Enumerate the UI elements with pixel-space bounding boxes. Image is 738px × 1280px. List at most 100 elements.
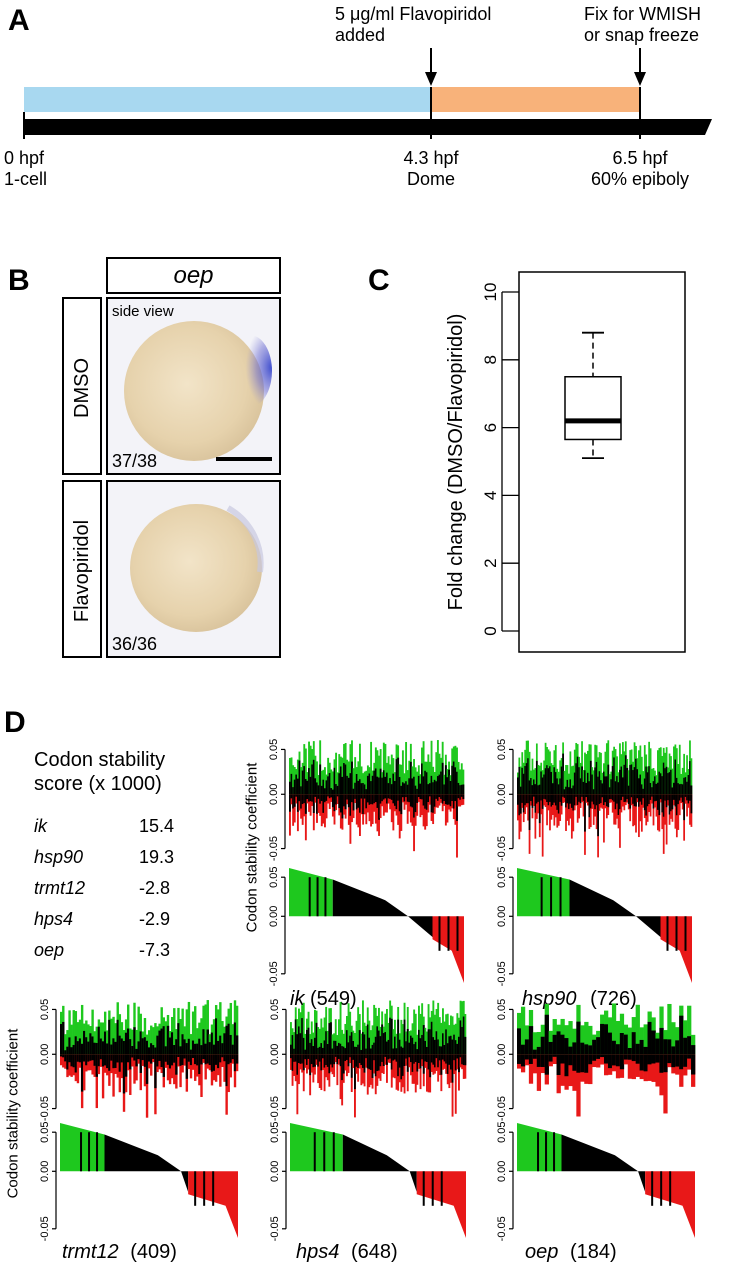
d-tick-label: -0.05 (269, 1216, 281, 1241)
profile-bar-mid (524, 794, 527, 806)
profile-bar-mid (292, 787, 295, 795)
profile-bar-mid (517, 794, 519, 805)
d-tick-label: 0.00 (496, 784, 508, 805)
profile-bar-mid (543, 794, 546, 799)
profile-bar-mid (344, 1054, 347, 1062)
profile-bar-mid (208, 1042, 212, 1055)
profile-bar-mid (350, 1054, 353, 1078)
sorted-neutral-block (104, 1134, 189, 1192)
timepoint-1-time: 4.3 hpf (403, 148, 459, 168)
profile-bar-up (143, 1018, 147, 1055)
profile-bar-mid (643, 1046, 648, 1055)
profile-bar-mid (437, 1054, 440, 1068)
profile-bar-mid (521, 767, 524, 795)
profile-bar-mid (584, 1054, 589, 1073)
profile-bar-down (363, 794, 366, 815)
profile-bar-mid (647, 1021, 652, 1055)
profile-bar-up (310, 1021, 313, 1055)
profile-bar-down (150, 1054, 153, 1076)
profile-bar-down (365, 794, 368, 825)
profile-bar-mid (569, 794, 572, 804)
profile-bar-down (649, 794, 652, 817)
profile-bar-mid (604, 776, 607, 795)
profile-bar-down (451, 794, 454, 809)
profile-bar-down (307, 1054, 310, 1070)
profile-bar-mid (424, 1054, 427, 1062)
profile-bar-mid (354, 794, 357, 799)
profile-bar-down (95, 1054, 98, 1109)
profile-bar-mid (629, 764, 632, 795)
profile-bar-mid (189, 1049, 193, 1055)
profile-bar-mid (461, 1054, 464, 1065)
profile-bar-mid (677, 794, 680, 805)
profile-bar-up (368, 1020, 371, 1055)
profile-bar-mid (448, 1054, 451, 1065)
profile-bar-mid (85, 1037, 88, 1055)
profile-bar-mid (384, 794, 387, 799)
profile-bar-down (366, 1054, 369, 1095)
profile-bar-mid (655, 783, 658, 795)
profile-bar-down (290, 1054, 292, 1070)
profile-bar-down (374, 794, 377, 824)
profile-bar-down (304, 794, 307, 841)
profile-bar-mid (449, 780, 452, 795)
profile-bar-down (405, 1054, 408, 1066)
profile-bar-mid (208, 1054, 212, 1066)
profile-bar-mid (440, 1054, 443, 1075)
profile-bar-mid (93, 1054, 96, 1066)
sorted-marker (675, 916, 678, 951)
profile-bar-mid (517, 1028, 522, 1055)
profile-bar-mid (235, 1035, 239, 1055)
profile-bar-down (550, 794, 553, 820)
profile-bar-mid (633, 767, 636, 795)
profile-bar-mid (690, 785, 693, 795)
profile-bar-mid (360, 794, 363, 799)
profile-bar-up (114, 1023, 117, 1055)
sorted-stabilizing-block (517, 868, 570, 917)
d-tick-label: 0.05 (496, 866, 508, 887)
profile-bar-mid (596, 1054, 601, 1059)
profile-bar-mid (537, 785, 540, 795)
profile-bar-mid (384, 776, 387, 795)
profile-bar-mid (379, 794, 382, 804)
profile-bar-mid (535, 760, 538, 795)
profile-bar-mid (342, 1054, 345, 1074)
profile-bar-down (292, 794, 295, 826)
profile-bar-mid (549, 766, 551, 795)
profile-bar-up (675, 748, 678, 795)
sorted-marker (651, 1171, 654, 1206)
sorted-marker (316, 877, 319, 917)
profile-bar-mid (443, 794, 446, 802)
profile-bar-down (532, 1054, 538, 1074)
profile-bar-mid (302, 1054, 305, 1071)
profile-bar-mid (619, 1054, 625, 1070)
profile-bar-down (464, 1054, 467, 1079)
score-gene: hsp90 (34, 847, 84, 867)
profile-bar-up (112, 1016, 115, 1055)
time-axis (24, 119, 712, 135)
profile-bar-mid (687, 1036, 692, 1055)
profile-bar-mid (444, 794, 447, 805)
profile-bar-mid (659, 1054, 664, 1073)
profile-bar-mid (160, 1028, 163, 1055)
profile-bar-mid (331, 794, 334, 808)
profile-bar-mid (311, 794, 314, 802)
profile-bar-down (605, 794, 608, 819)
profile-bar-down (336, 794, 339, 805)
profile-bar-up (457, 761, 460, 795)
profile-bar-mid (604, 1024, 609, 1055)
profile-bar-mid (639, 774, 642, 795)
profile-bar-mid (397, 1054, 400, 1077)
profile-bar-mid (616, 776, 618, 795)
profile-bar-mid (654, 776, 656, 795)
profile-bar-mid (233, 1054, 237, 1072)
profile-bar-mid (627, 1054, 633, 1060)
profile-bar-down (392, 794, 395, 831)
profile-bar-mid (413, 1044, 416, 1055)
profile-bar-down (317, 794, 320, 813)
profile-bar-mid (355, 794, 358, 810)
profile-bar-down (330, 794, 333, 802)
profile-bar-down (319, 794, 322, 816)
profile-bar-up (627, 1027, 633, 1055)
profile-bar-mid (120, 1038, 124, 1055)
